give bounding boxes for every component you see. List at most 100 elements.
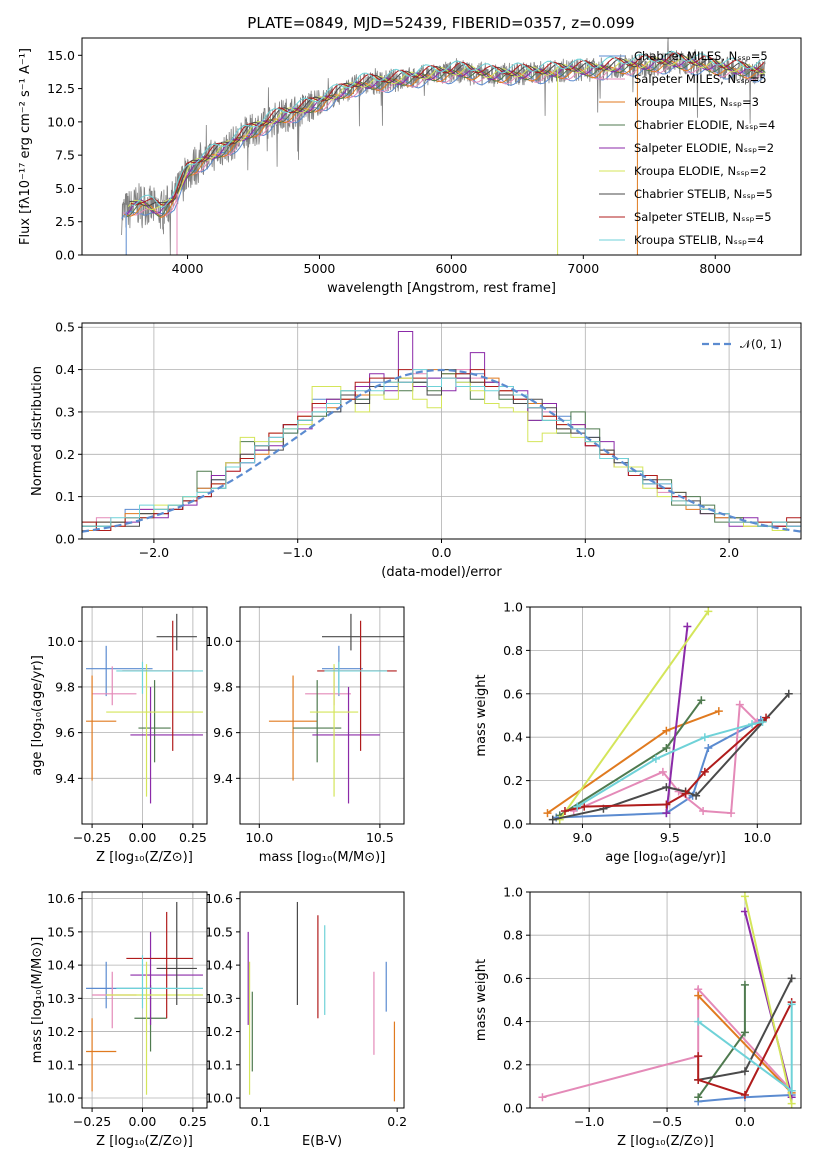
legend-label-chabrier-miles: Chabrier MILES, Nₛₛₚ=5	[634, 49, 768, 63]
x-tick-label: 10.5	[366, 830, 394, 845]
weight-marker-6	[704, 607, 713, 616]
model-spectrum-8	[130, 52, 765, 206]
y-tick-label: 10.0	[205, 634, 233, 649]
histogram-series-9	[82, 369, 801, 539]
y-tick-label: 10.3	[47, 991, 75, 1006]
weight-marker-7	[787, 974, 796, 983]
axes-frame	[239, 606, 405, 825]
weight-marker-9	[573, 802, 582, 811]
axes-frame	[529, 891, 802, 1109]
y-tick-label: 0.6	[503, 971, 523, 986]
y-axis-label: Normed distribution	[30, 366, 45, 496]
y-tick-label: 9.8	[213, 679, 233, 694]
x-tick-label: 4000	[172, 261, 204, 276]
weight-marker-4	[662, 744, 671, 753]
y-tick-label: 0.6	[503, 686, 523, 701]
weight-marker-7	[784, 689, 793, 698]
weight-marker-9	[694, 1017, 703, 1026]
y-tick-label: 0.8	[503, 643, 523, 658]
legend-label-kroupa-stelib: Kroupa STELIB, Nₛₛₚ=4	[634, 233, 764, 247]
weight-line-8	[697, 1001, 793, 1097]
y-tick-label: 10.0	[47, 114, 75, 129]
weight-marker-9	[758, 718, 767, 727]
y-axis-label: mass weight	[474, 674, 489, 756]
weight-marker-4	[740, 980, 749, 989]
y-tick-label: 0.4	[503, 1014, 523, 1029]
weight-marker-9	[787, 1000, 796, 1009]
weight-marker-8	[662, 800, 671, 809]
legend-label-kroupa-miles: Kroupa MILES, Nₛₛₚ=3	[634, 95, 759, 109]
weight-marker-5	[662, 809, 671, 818]
spectrum-legend: Chabrier MILES, Nₛₛₚ=5 Salpeter MILES, N…	[599, 49, 775, 247]
x-axis-label: wavelength [Angstrom, rest frame]	[327, 281, 556, 296]
weight-marker-8	[580, 802, 589, 811]
weight-marker-7	[662, 783, 671, 792]
weight-marker-9	[748, 720, 757, 729]
weight-marker-8	[700, 767, 709, 776]
weight-marker-4	[740, 1028, 749, 1037]
axes-frame	[81, 37, 802, 256]
y-tick-label: 0.0	[55, 532, 75, 547]
weight-marker-8	[560, 806, 569, 815]
y-tick-label: 10.2	[205, 1024, 233, 1039]
y-tick-label: 0.1	[55, 489, 75, 504]
y-tick-label: 1.0	[503, 885, 523, 900]
y-tick-label: 0.3	[55, 404, 75, 419]
x-tick-label: −0.5	[652, 1114, 682, 1129]
weight-marker-2	[538, 1093, 547, 1102]
plot-area	[268, 613, 404, 804]
model-spectrum-2	[122, 61, 764, 217]
weight-marker-4	[694, 1093, 703, 1102]
y-axis-label: age [log₁₀(age/yr)]	[30, 655, 45, 776]
x-tick-label: 5000	[304, 261, 336, 276]
legend-label-salpeter-stelib: Salpeter STELIB, Nₛₛₚ=5	[634, 210, 772, 224]
y-tick-label: 15.0	[47, 48, 75, 63]
y-tick-label: 9.6	[213, 725, 233, 740]
y-tick-label: 0.2	[503, 773, 523, 788]
x-tick-label: 0.00	[129, 830, 157, 845]
plot-area	[247, 901, 396, 1102]
x-tick-label: 0.2	[387, 1114, 407, 1129]
model-spectrum-3	[124, 60, 765, 219]
y-tick-label: 0.4	[503, 730, 523, 745]
legend-label-chabrier-elodie: Chabrier ELODIE, Nₛₛₚ=4	[634, 118, 775, 132]
y-tick-label: 10.6	[47, 891, 75, 906]
weight-marker-3	[662, 726, 671, 735]
weight-line-6	[558, 610, 710, 821]
weight-marker-2	[699, 806, 708, 815]
weight-line-7	[552, 693, 790, 821]
legend-label-salpeter-elodie: Salpeter ELODIE, Nₛₛₚ=2	[634, 141, 774, 155]
y-tick-label: 10.4	[205, 958, 233, 973]
y-axis-label: Flux [fλ10⁻¹⁷ erg cm⁻² s⁻¹ A⁻¹]	[18, 48, 33, 245]
y-tick-label: 2.5	[55, 214, 75, 229]
x-tick-label: 6000	[435, 261, 467, 276]
weight-marker-7	[692, 791, 701, 800]
x-axis-label: mass [log₁₀(M/M⊙)]	[259, 850, 386, 865]
weight-marker-1	[704, 744, 713, 753]
x-axis-label: E(B-V)	[302, 1134, 342, 1149]
y-tick-label: 0.5	[55, 320, 75, 335]
panel-weight-vs-metallicity: −1.0 −0.5 0.0 0.0 0.2 0.4 0.6 0.8 1.0 Z [log₁₀(Z/…	[474, 885, 802, 1149]
x-tick-label: −2.0	[139, 545, 169, 560]
weight-marker-9	[787, 1086, 796, 1095]
panel-age-vs-metallicity: −0.25 0.00 0.25 9.4 9.6 9.8 10.0 Z [log₁₀(Z/Z⊙)…	[30, 606, 208, 865]
x-tick-label: 7000	[567, 261, 599, 276]
x-tick-label: 0.25	[179, 830, 207, 845]
panel-weight-vs-age: 9.0 9.5 10.0 0.0 0.2 0.4 0.6 0.8 1.0 age [log₁₀(a…	[474, 600, 802, 865]
weight-marker-2	[658, 767, 667, 776]
weight-marker-2	[727, 809, 736, 818]
weight-line-4	[559, 699, 703, 817]
reference-legend-label: 𝒩(0, 1)	[740, 337, 782, 351]
weight-line-6	[743, 896, 793, 1104]
weight-marker-7	[740, 1067, 749, 1076]
plot-area	[121, 38, 766, 255]
y-tick-label: 10.5	[205, 924, 233, 939]
x-axis-label: Z [log₁₀(Z/Z⊙)]	[96, 1134, 193, 1149]
y-tick-label: 10.1	[47, 1057, 75, 1072]
y-tick-label: 0.4	[55, 362, 75, 377]
y-tick-label: 10.4	[47, 958, 75, 973]
x-tick-label: 10.0	[245, 830, 273, 845]
weight-marker-9	[700, 733, 709, 742]
x-tick-label: −1.0	[283, 545, 313, 560]
